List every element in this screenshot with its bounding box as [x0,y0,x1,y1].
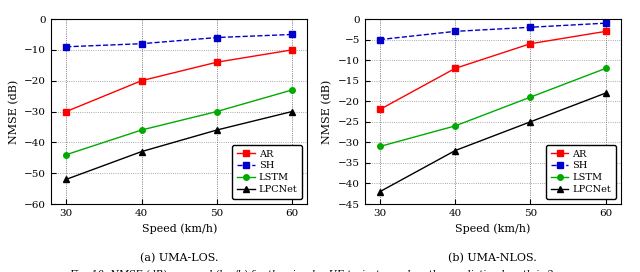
LPCNet [602,91,609,95]
Y-axis label: NMSE (dB): NMSE (dB) [8,79,19,144]
Legend: AR, SH, LSTM, LPCNet: AR, SH, LSTM, LPCNet [232,145,302,199]
SH [138,42,145,45]
AR [288,48,296,51]
AR [213,61,221,64]
LSTM [138,128,145,132]
LSTM [213,110,221,113]
Line: AR: AR [63,47,295,114]
Text: (a) UMA-LOS.: (a) UMA-LOS. [140,253,218,263]
LSTM [527,95,534,99]
Line: LSTM: LSTM [63,87,295,157]
LPCNet [213,128,221,132]
LSTM [602,67,609,70]
LPCNet [138,150,145,153]
Line: LSTM: LSTM [377,66,609,149]
SH [376,38,384,41]
SH [213,36,221,39]
Line: LPCNet: LPCNet [63,109,295,182]
SH [527,26,534,29]
LPCNet [63,178,70,181]
Line: SH: SH [63,32,295,50]
LSTM [63,153,70,156]
LSTM [288,88,296,92]
LPCNet [288,110,296,113]
Y-axis label: NMSE (dB): NMSE (dB) [322,79,332,144]
SH [451,30,459,33]
SH [602,21,609,25]
LPCNet [527,120,534,123]
AR [527,42,534,45]
Text: (b) UMA-NLOS.: (b) UMA-NLOS. [449,253,537,263]
Line: SH: SH [377,20,609,42]
AR [602,30,609,33]
X-axis label: Speed (km/h): Speed (km/h) [455,223,531,234]
LPCNet [451,149,459,152]
SH [63,45,70,48]
LSTM [451,124,459,128]
AR [451,67,459,70]
LSTM [376,145,384,148]
X-axis label: Speed (km/h): Speed (km/h) [141,223,217,234]
LPCNet [376,190,384,193]
AR [63,110,70,113]
AR [376,108,384,111]
Legend: AR, SH, LSTM, LPCNet: AR, SH, LSTM, LPCNet [546,145,616,199]
Text: Fig. 10: NMSE (dB) vs speed (km/h) for the circular UE trajectory when the predi: Fig. 10: NMSE (dB) vs speed (km/h) for t… [69,270,571,272]
SH [288,33,296,36]
Line: LPCNet: LPCNet [377,90,609,194]
AR [138,79,145,82]
Line: AR: AR [377,29,609,112]
